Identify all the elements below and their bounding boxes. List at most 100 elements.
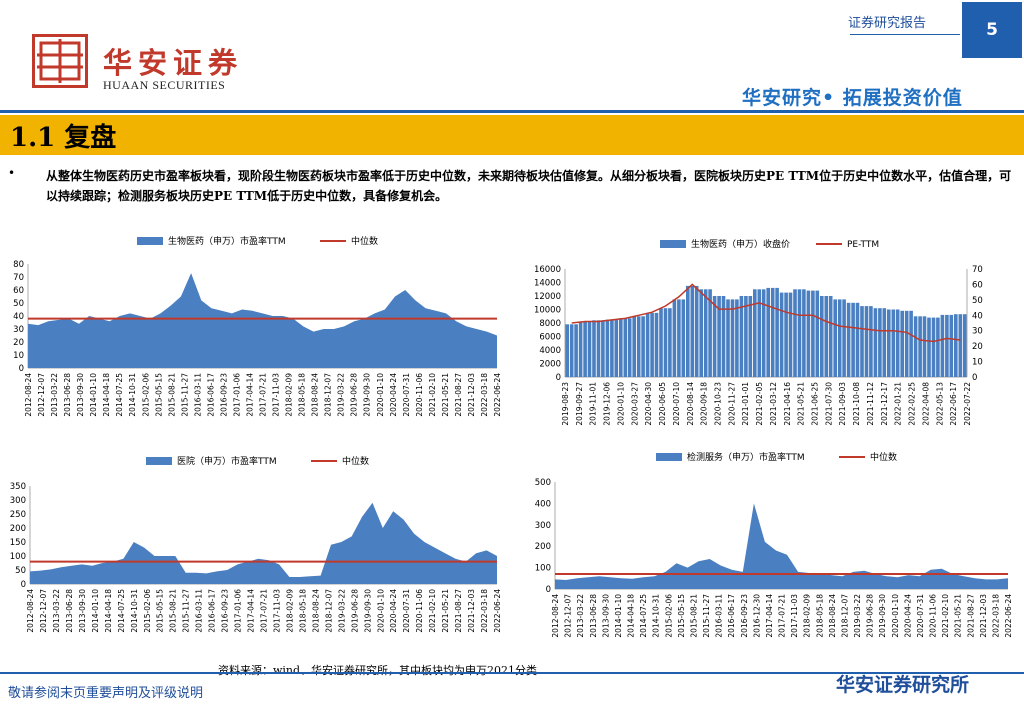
x-tick-label: 2021-08-27 [454, 373, 463, 417]
close-price-bar [574, 324, 578, 377]
y-tick-label-left: 12000 [534, 292, 561, 302]
close-price-bar [775, 287, 779, 377]
x-tick-label: 2020-11-06 [929, 594, 938, 638]
y-tick-label: 0 [546, 585, 551, 595]
x-tick-label: 2021-05-21 [441, 373, 450, 417]
x-tick-label: 2014-04-18 [102, 373, 111, 417]
x-tick-label: 2017-11-03 [272, 373, 281, 417]
legend-label: 中位数 [870, 451, 897, 463]
close-price-bar [569, 324, 574, 377]
close-price-bar [690, 285, 695, 377]
close-price-bar [753, 289, 757, 378]
close-price-bar [636, 316, 641, 378]
x-tick-label: 2022-02-25 [908, 382, 917, 426]
y-tick-label: 300 [10, 496, 26, 506]
x-tick-label: 2012-12-07 [564, 594, 573, 638]
x-tick-label: 2014-07-25 [117, 589, 126, 633]
x-tick-label: 2017-04-14 [247, 589, 256, 633]
top-rule [850, 34, 960, 35]
y-tick-label: 40 [13, 312, 24, 322]
x-tick-label: 2018-12-07 [324, 373, 333, 417]
y-tick-label-right: 30 [972, 327, 983, 337]
x-tick-label: 2022-03-18 [480, 589, 489, 633]
y-tick-label: 200 [10, 524, 26, 534]
x-tick-label: 2014-10-31 [130, 589, 139, 633]
close-price-bar [650, 312, 654, 377]
close-price-bar [739, 296, 744, 377]
x-tick-label: 2017-07-21 [260, 589, 269, 633]
x-tick-label: 2017-01-06 [232, 373, 241, 417]
x-tick-label: 2014-04-18 [627, 594, 636, 638]
header-divider [0, 110, 1024, 113]
x-tick-label: 2020-11-27 [727, 382, 736, 426]
close-price-bar [855, 302, 860, 378]
x-tick-label: 2016-09-23 [221, 589, 230, 633]
close-price-bar [891, 309, 896, 377]
close-price-bar [708, 289, 712, 378]
x-tick-label: 2022-06-24 [493, 589, 502, 633]
x-tick-label: 2013-06-28 [65, 589, 74, 633]
y-tick-label: 10 [13, 351, 24, 361]
close-price-bar [672, 299, 677, 377]
x-tick-label: 2022-06-24 [493, 373, 502, 417]
x-tick-label: 2015-08-21 [169, 589, 178, 633]
x-tick-label: 2019-06-28 [866, 594, 875, 638]
x-tick-label: 2012-12-07 [39, 589, 48, 633]
close-price-bar [918, 316, 922, 378]
close-price-bar [940, 314, 945, 377]
page-number: 5 [962, 2, 1022, 58]
close-price-bar [592, 320, 596, 377]
close-price-bar [703, 289, 708, 378]
x-tick-label: 2019-06-28 [350, 373, 359, 417]
x-tick-label: 2018-08-24 [828, 594, 837, 638]
close-price-bar [878, 308, 882, 377]
x-tick-label: 2019-03-22 [337, 589, 346, 633]
x-tick-label: 2018-02-09 [285, 589, 294, 633]
close-price-bar [627, 318, 632, 377]
x-tick-label: 2013-06-28 [63, 373, 72, 417]
close-price-bar [927, 317, 931, 377]
close-price-bar [659, 308, 663, 377]
close-price-bar [686, 285, 690, 377]
x-tick-label: 2016-03-11 [193, 373, 202, 417]
legend-label: 生物医药（申万）市盈率TTM [168, 235, 286, 247]
y-tick-label-right: 10 [972, 358, 983, 368]
x-tick-label: 2020-01-10 [376, 373, 385, 417]
close-price-bar [712, 296, 717, 377]
x-tick-label: 2019-03-22 [337, 373, 346, 417]
x-tick-label: 2014-10-31 [128, 373, 137, 417]
close-price-bar [909, 310, 913, 377]
x-tick-label: 2021-07-30 [824, 382, 833, 426]
close-price-bar [717, 296, 721, 377]
x-tick-label: 2015-02-06 [141, 373, 150, 417]
institute-name: 华安证券研究所 [836, 674, 970, 696]
close-price-bar [565, 324, 569, 377]
close-price-bar [641, 316, 645, 378]
y-tick-label: 0 [21, 580, 26, 590]
y-tick-label: 50 [15, 566, 26, 576]
close-price-bar [945, 314, 949, 377]
x-tick-label: 2013-03-22 [50, 373, 59, 417]
close-price-bar [931, 317, 936, 377]
report-type: 证券研究报告 [848, 16, 927, 31]
close-price-bar [900, 310, 904, 377]
close-price-bar [864, 306, 869, 377]
x-tick-label: 2014-01-10 [91, 589, 100, 633]
y-tick-label: 200 [535, 542, 551, 552]
x-tick-label: 2022-01-21 [894, 382, 903, 426]
x-tick-label: 2016-09-23 [740, 594, 749, 638]
x-tick-label: 2013-03-22 [576, 594, 585, 638]
x-tick-label: 2013-09-30 [78, 589, 87, 633]
x-tick-label: 2019-06-28 [350, 589, 359, 633]
close-price-bar [681, 299, 686, 377]
x-tick-label: 2022-06-24 [1004, 594, 1013, 638]
x-tick-label: 2021-06-25 [811, 382, 820, 426]
x-tick-label: 2020-04-24 [389, 589, 398, 633]
y-tick-label: 70 [13, 273, 24, 283]
close-price-bar [677, 299, 681, 377]
close-price-bar [605, 319, 610, 377]
close-price-bar [614, 319, 619, 377]
x-tick-label: 2019-11-01 [589, 382, 598, 426]
disclaimer-link[interactable]: 敬请参阅末页重要声明及评级说明 [8, 686, 204, 701]
